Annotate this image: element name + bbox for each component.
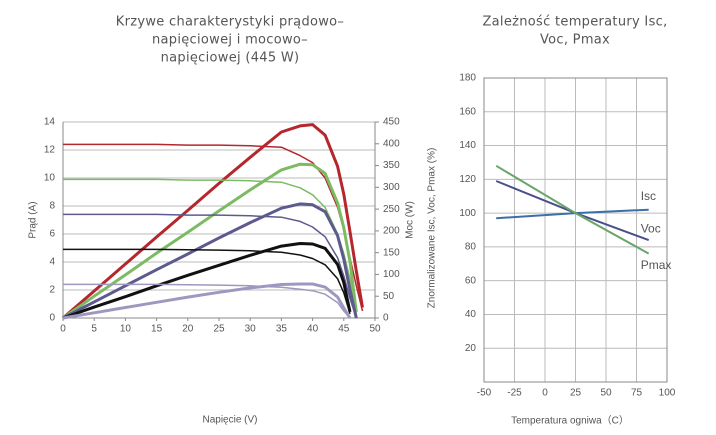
y2-tick-label: 450: [383, 117, 400, 128]
y-tick-label: 80: [465, 242, 477, 253]
y2-tick-label: 150: [383, 247, 400, 258]
y2-tick-label: 100: [383, 269, 400, 280]
x-tick-label: -25: [507, 388, 522, 399]
x-tick-label: -50: [477, 388, 492, 399]
y-tick-label: 160: [459, 106, 476, 117]
y-tick-label: 0: [49, 313, 55, 324]
y-tick-label: 20: [465, 343, 477, 354]
y-tick-label: 4: [49, 257, 55, 268]
x-tick-label: 45: [338, 324, 350, 335]
x-tick-label: 15: [151, 324, 163, 335]
x-tick-label: 75: [631, 388, 643, 399]
y-tick-label: 14: [44, 117, 56, 128]
x-tick-label: 20: [182, 324, 194, 335]
y-tick-label: 60: [465, 275, 477, 286]
x-axis-label: Napięcie (V): [202, 415, 257, 426]
series-line: [62, 123, 364, 320]
series-line: [62, 162, 358, 320]
series-label: Isc: [641, 189, 656, 203]
y-tick-label: 40: [465, 309, 477, 320]
x-axis-label: Temperatura ogniwa（C）: [511, 415, 629, 427]
x-tick-label: 40: [307, 324, 319, 335]
x-tick-label: 25: [213, 324, 225, 335]
series-label: Pmax: [641, 258, 672, 272]
y-tick-label: 2: [49, 285, 55, 296]
chart-title: napięciowej i mocowo–: [152, 33, 308, 48]
x-tick-label: 50: [369, 324, 381, 335]
series-label: Voc: [641, 221, 661, 235]
x-tick-label: 0: [60, 324, 66, 335]
y2-tick-label: 0: [383, 313, 389, 324]
y-axis-label: Znormalizowane Isc, Voc, Pmax (%): [427, 148, 438, 309]
y-tick-label: 6: [49, 229, 55, 240]
y2-tick-label: 300: [383, 182, 400, 193]
x-tick-label: 5: [91, 324, 97, 335]
chart-title: napięciowej (445 W): [161, 51, 300, 66]
y-tick-label: 10: [44, 173, 56, 184]
y2-tick-label: 50: [383, 291, 395, 302]
series-line: [62, 202, 358, 320]
chart-title: Voc, Pmax: [540, 33, 610, 48]
y2-tick-label: 250: [383, 204, 400, 215]
x-tick-label: 35: [276, 324, 288, 335]
y-tick-label: 180: [459, 73, 476, 84]
y2-tick-label: 200: [383, 226, 400, 237]
y2-axis-label: Moc (W): [405, 201, 416, 239]
plot-frame: [483, 77, 668, 383]
x-tick-label: 25: [570, 388, 582, 399]
series-line: [63, 213, 358, 319]
series-line: [62, 242, 352, 320]
x-tick-label: 0: [542, 388, 548, 399]
y-tick-label: 140: [459, 140, 476, 151]
y-tick-label: 8: [49, 201, 55, 212]
chart-title: Zależność temperatury Isc,: [482, 15, 667, 30]
series-line: [495, 164, 650, 255]
y-tick-label: 12: [44, 145, 56, 156]
x-tick-label: 50: [600, 388, 612, 399]
y-tick-label: 120: [459, 174, 476, 185]
x-tick-label: 30: [245, 324, 257, 335]
x-tick-label: 10: [120, 324, 132, 335]
y-tick-label: 100: [459, 208, 476, 219]
x-tick-label: 100: [659, 388, 676, 399]
y2-tick-label: 400: [383, 138, 400, 149]
y2-tick-label: 350: [383, 160, 400, 171]
y-axis-label: Prąd (A): [28, 201, 39, 238]
series-line: [62, 282, 352, 320]
chart-title: Krzywe charakterystyki prądowo–: [116, 15, 344, 30]
